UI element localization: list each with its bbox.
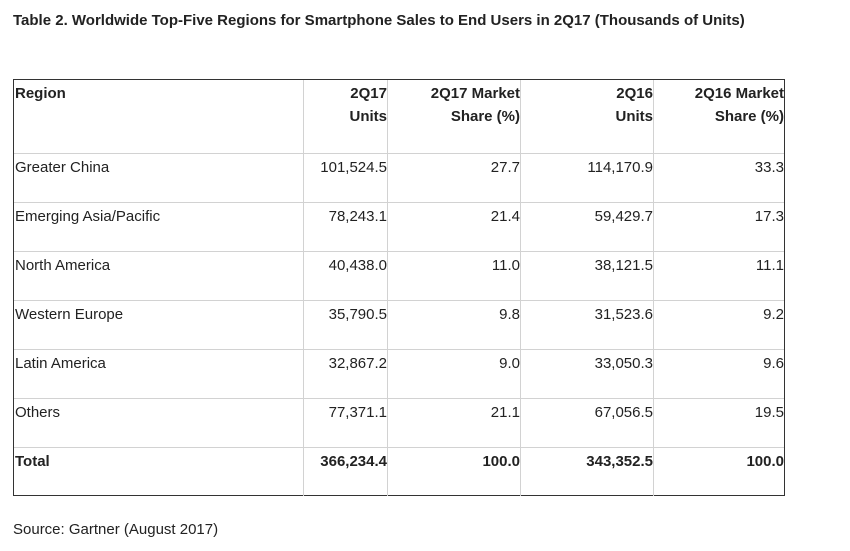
- units-2q16-cell: 343,352.5: [520, 448, 653, 496]
- source-note: Source: Gartner (August 2017): [13, 521, 219, 538]
- units-2q17-cell: 101,524.5: [303, 154, 387, 202]
- share-2q16-cell: 11.1: [653, 252, 784, 300]
- header-2q17-share: 2Q17 Market Share (%): [387, 80, 520, 153]
- table-row: Latin America 32,867.2 9.0 33,050.3 9.6: [14, 349, 784, 398]
- units-2q17-cell: 78,243.1: [303, 203, 387, 251]
- share-2q16-cell: 9.2: [653, 301, 784, 349]
- share-2q17-cell: 100.0: [387, 448, 520, 496]
- region-cell: Emerging Asia/Pacific: [15, 208, 161, 225]
- table-row: North America 40,438.0 11.0 38,121.5 11.…: [14, 251, 784, 300]
- share-2q17-cell: 21.4: [387, 203, 520, 251]
- share-2q17-cell: 9.0: [387, 350, 520, 398]
- units-2q16-cell: 59,429.7: [520, 203, 653, 251]
- units-2q17-cell: 366,234.4: [303, 448, 387, 496]
- header-2q16-units: 2Q16 Units: [520, 80, 653, 153]
- table-row: Greater China 101,524.5 27.7 114,170.9 3…: [14, 153, 784, 202]
- region-cell: Others: [15, 404, 61, 421]
- share-2q16-cell: 19.5: [653, 399, 784, 447]
- region-cell: Total: [15, 453, 50, 470]
- header-2q17-units: 2Q17 Units: [303, 80, 387, 153]
- share-2q17-cell: 27.7: [387, 154, 520, 202]
- share-2q16-cell: 17.3: [653, 203, 784, 251]
- units-2q16-cell: 38,121.5: [520, 252, 653, 300]
- region-cell: North America: [15, 257, 111, 274]
- region-cell: Latin America: [15, 355, 106, 372]
- units-2q17-cell: 40,438.0: [303, 252, 387, 300]
- units-2q16-cell: 33,050.3: [520, 350, 653, 398]
- share-2q17-cell: 9.8: [387, 301, 520, 349]
- table-row: Others 77,371.1 21.1 67,056.5 19.5: [14, 398, 784, 447]
- region-cell: Western Europe: [15, 306, 124, 323]
- units-2q16-cell: 31,523.6: [520, 301, 653, 349]
- header-region: Region: [15, 85, 66, 102]
- table-row: Emerging Asia/Pacific 78,243.1 21.4 59,4…: [14, 202, 784, 251]
- table-header-row: Region 2Q17 Units 2Q17 Market Share (%) …: [14, 80, 784, 153]
- units-2q17-cell: 77,371.1: [303, 399, 387, 447]
- sales-table: Region 2Q17 Units 2Q17 Market Share (%) …: [13, 79, 785, 496]
- header-2q16-share: 2Q16 Market Share (%): [653, 80, 784, 153]
- share-2q16-cell: 33.3: [653, 154, 784, 202]
- units-2q16-cell: 114,170.9: [520, 154, 653, 202]
- units-2q17-cell: 35,790.5: [303, 301, 387, 349]
- share-2q17-cell: 11.0: [387, 252, 520, 300]
- table-row: Western Europe 35,790.5 9.8 31,523.6 9.2: [14, 300, 784, 349]
- units-2q17-cell: 32,867.2: [303, 350, 387, 398]
- table-total-row: Total 366,234.4 100.0 343,352.5 100.0: [14, 447, 784, 496]
- share-2q16-cell: 9.6: [653, 350, 784, 398]
- region-cell: Greater China: [15, 159, 110, 176]
- table-title: Table 2. Worldwide Top-Five Regions for …: [13, 12, 745, 29]
- share-2q16-cell: 100.0: [653, 448, 784, 496]
- units-2q16-cell: 67,056.5: [520, 399, 653, 447]
- share-2q17-cell: 21.1: [387, 399, 520, 447]
